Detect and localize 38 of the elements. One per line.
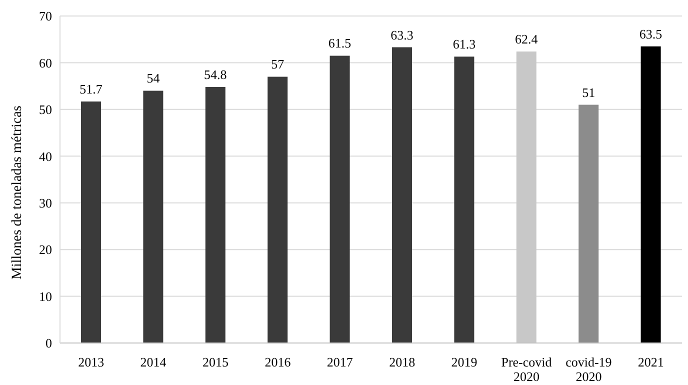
bar	[205, 87, 226, 343]
data-label: 54	[146, 70, 160, 86]
x-tick-label: 2013	[78, 354, 104, 370]
y-tick-label: 30	[39, 195, 52, 210]
x-tick-label: 2015	[202, 354, 228, 370]
data-label: 63.3	[390, 27, 414, 42]
y-tick-label: 10	[39, 288, 52, 304]
y-tick-label: 70	[39, 8, 52, 24]
data-label: 62.4	[515, 32, 538, 47]
bar	[143, 90, 164, 343]
bar	[640, 46, 661, 343]
data-label: 54.8	[204, 67, 227, 82]
y-tick-label: 0	[46, 336, 52, 351]
data-label: 61.3	[452, 36, 476, 52]
y-tick-label: 60	[39, 55, 52, 70]
x-tick-label: 2017	[326, 354, 354, 370]
x-tick-label: covid-19 2020	[566, 354, 612, 384]
bar	[578, 104, 599, 343]
x-tick-label: Pre-covid 2020	[501, 354, 552, 384]
bar	[268, 76, 288, 343]
bar	[330, 56, 350, 343]
data-label: 57	[271, 56, 285, 72]
data-label: 61.5	[328, 36, 352, 51]
x-tick-label: 2014	[140, 354, 167, 370]
x-tick-label: 2016	[264, 354, 292, 370]
x-tick-label: 2021	[638, 354, 664, 370]
bar	[392, 47, 412, 343]
data-label: 51	[582, 84, 596, 100]
y-tick-label: 50	[39, 102, 52, 118]
bar	[454, 56, 474, 343]
x-tick-label: 2019	[451, 354, 478, 370]
x-tick-label: 2018	[389, 354, 416, 370]
y-tick-label: 40	[39, 148, 52, 164]
data-label: 63.5	[639, 26, 662, 42]
bar	[81, 101, 101, 343]
data-label: 51.7	[80, 81, 103, 96]
y-tick-label: 20	[39, 242, 52, 258]
y-axis-title: Millones de toneladas métricas	[10, 106, 25, 280]
